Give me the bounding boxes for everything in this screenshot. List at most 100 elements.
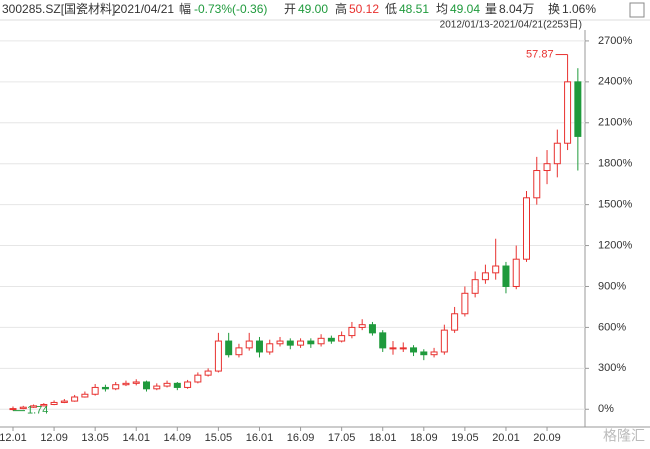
- candle-body: [81, 393, 89, 398]
- y-tick-label: 2700%: [598, 35, 632, 47]
- candle-body: [235, 347, 243, 356]
- candle-body: [327, 337, 335, 342]
- candle-body: [481, 272, 489, 281]
- y-tick-label: 1500%: [598, 199, 632, 211]
- candle-body: [471, 279, 479, 294]
- candle-body: [173, 382, 181, 388]
- date-range: 2012/01/13-2021/04/21(2253日): [440, 20, 582, 31]
- y-tick-label: 900%: [598, 280, 626, 292]
- candle-body: [358, 324, 366, 328]
- candle-body: [122, 382, 130, 386]
- candle-body: [19, 406, 27, 410]
- candle-body: [245, 340, 253, 349]
- candle-body: [543, 163, 551, 172]
- candle-body: [338, 335, 346, 342]
- candle-body: [101, 386, 109, 390]
- y-tick-label: 300%: [598, 362, 626, 374]
- candle-body: [379, 332, 387, 349]
- y-tick-label: 1800%: [598, 158, 632, 170]
- date: 2021/04/21: [114, 2, 174, 16]
- candle-body: [112, 384, 120, 390]
- candle-body: [368, 324, 376, 334]
- x-tick-label: 19.05: [451, 432, 479, 444]
- candle-body: [420, 351, 428, 356]
- label: 均: [436, 2, 448, 16]
- candle-body: [502, 265, 510, 287]
- candle-body: [533, 170, 541, 199]
- candle-body: [153, 385, 161, 390]
- x-tick-label: 16.01: [246, 432, 274, 444]
- settings-button[interactable]: [629, 2, 645, 18]
- x-tick-label: 17.05: [328, 432, 356, 444]
- value: 8.04万: [499, 2, 534, 16]
- x-tick-label: 20.09: [533, 432, 561, 444]
- candle-body: [410, 347, 418, 353]
- candle-body: [184, 381, 192, 388]
- value: -0.73%(-0.36): [194, 2, 267, 16]
- candle-body: [297, 340, 305, 346]
- candle-body: [307, 340, 315, 345]
- candle-body: [512, 258, 520, 287]
- candle-body: [553, 142, 561, 165]
- y-tick-label: 2100%: [598, 117, 632, 129]
- stock-code: 300285.SZ[国瓷材料]: [2, 2, 115, 16]
- label: 高: [335, 1, 347, 16]
- label: 量: [485, 2, 497, 16]
- candle-body: [71, 396, 79, 402]
- candle-body: [143, 381, 151, 390]
- candle-body: [276, 340, 284, 345]
- value: 48.51: [399, 2, 429, 16]
- x-tick-label: 13.05: [81, 432, 109, 444]
- candle-body: [451, 313, 459, 331]
- label: 开: [284, 2, 296, 16]
- candle-body: [574, 81, 582, 137]
- y-tick-label: 0%: [598, 403, 614, 415]
- x-tick-label: 12.09: [40, 432, 68, 444]
- candle-body: [30, 405, 38, 408]
- candle-body: [255, 340, 263, 353]
- candle-body: [50, 401, 58, 405]
- candle-body: [461, 292, 469, 315]
- candle-body: [194, 374, 202, 383]
- candle-body: [389, 347, 397, 350]
- annotation: 57.87: [526, 48, 554, 60]
- label: 低: [385, 2, 397, 16]
- label: 换: [548, 2, 560, 16]
- candle-body: [523, 197, 530, 260]
- candle-body: [266, 343, 274, 353]
- candle-body: [440, 329, 448, 353]
- x-tick-label: 16.09: [287, 432, 315, 444]
- x-tick-label: 20.01: [492, 432, 520, 444]
- candle-body: [399, 347, 407, 350]
- candle-body: [40, 403, 48, 407]
- annotation: 1.74: [27, 405, 48, 417]
- candle-body: [492, 265, 500, 274]
- candle-body: [317, 337, 325, 345]
- candle-body: [91, 386, 99, 395]
- y-tick-label: 1200%: [598, 239, 632, 251]
- x-tick-label: 18.09: [410, 432, 438, 444]
- candle-body: [204, 370, 212, 376]
- x-tick-label: 14.09: [164, 432, 192, 444]
- candle-body: [430, 351, 438, 356]
- y-tick-label: 2400%: [598, 76, 632, 88]
- candle-body: [132, 381, 140, 384]
- x-tick-label: 15.05: [205, 432, 233, 444]
- candle-body: [564, 81, 572, 144]
- candle-body: [348, 326, 356, 337]
- candle-body: [214, 340, 222, 372]
- value: 1.06%: [562, 2, 596, 16]
- value: 50.12: [349, 2, 379, 16]
- candle-body: [9, 408, 17, 411]
- value: 49.04: [450, 2, 480, 16]
- value: 49.00: [298, 2, 328, 16]
- watermark: 格隆汇: [603, 428, 645, 444]
- x-tick-label: 12.01: [0, 432, 27, 444]
- x-tick-label: 18.01: [369, 432, 397, 444]
- candle-body: [163, 382, 171, 387]
- label: 幅: [179, 1, 191, 16]
- x-tick-label: 14.01: [122, 432, 150, 444]
- candle-body: [60, 400, 68, 403]
